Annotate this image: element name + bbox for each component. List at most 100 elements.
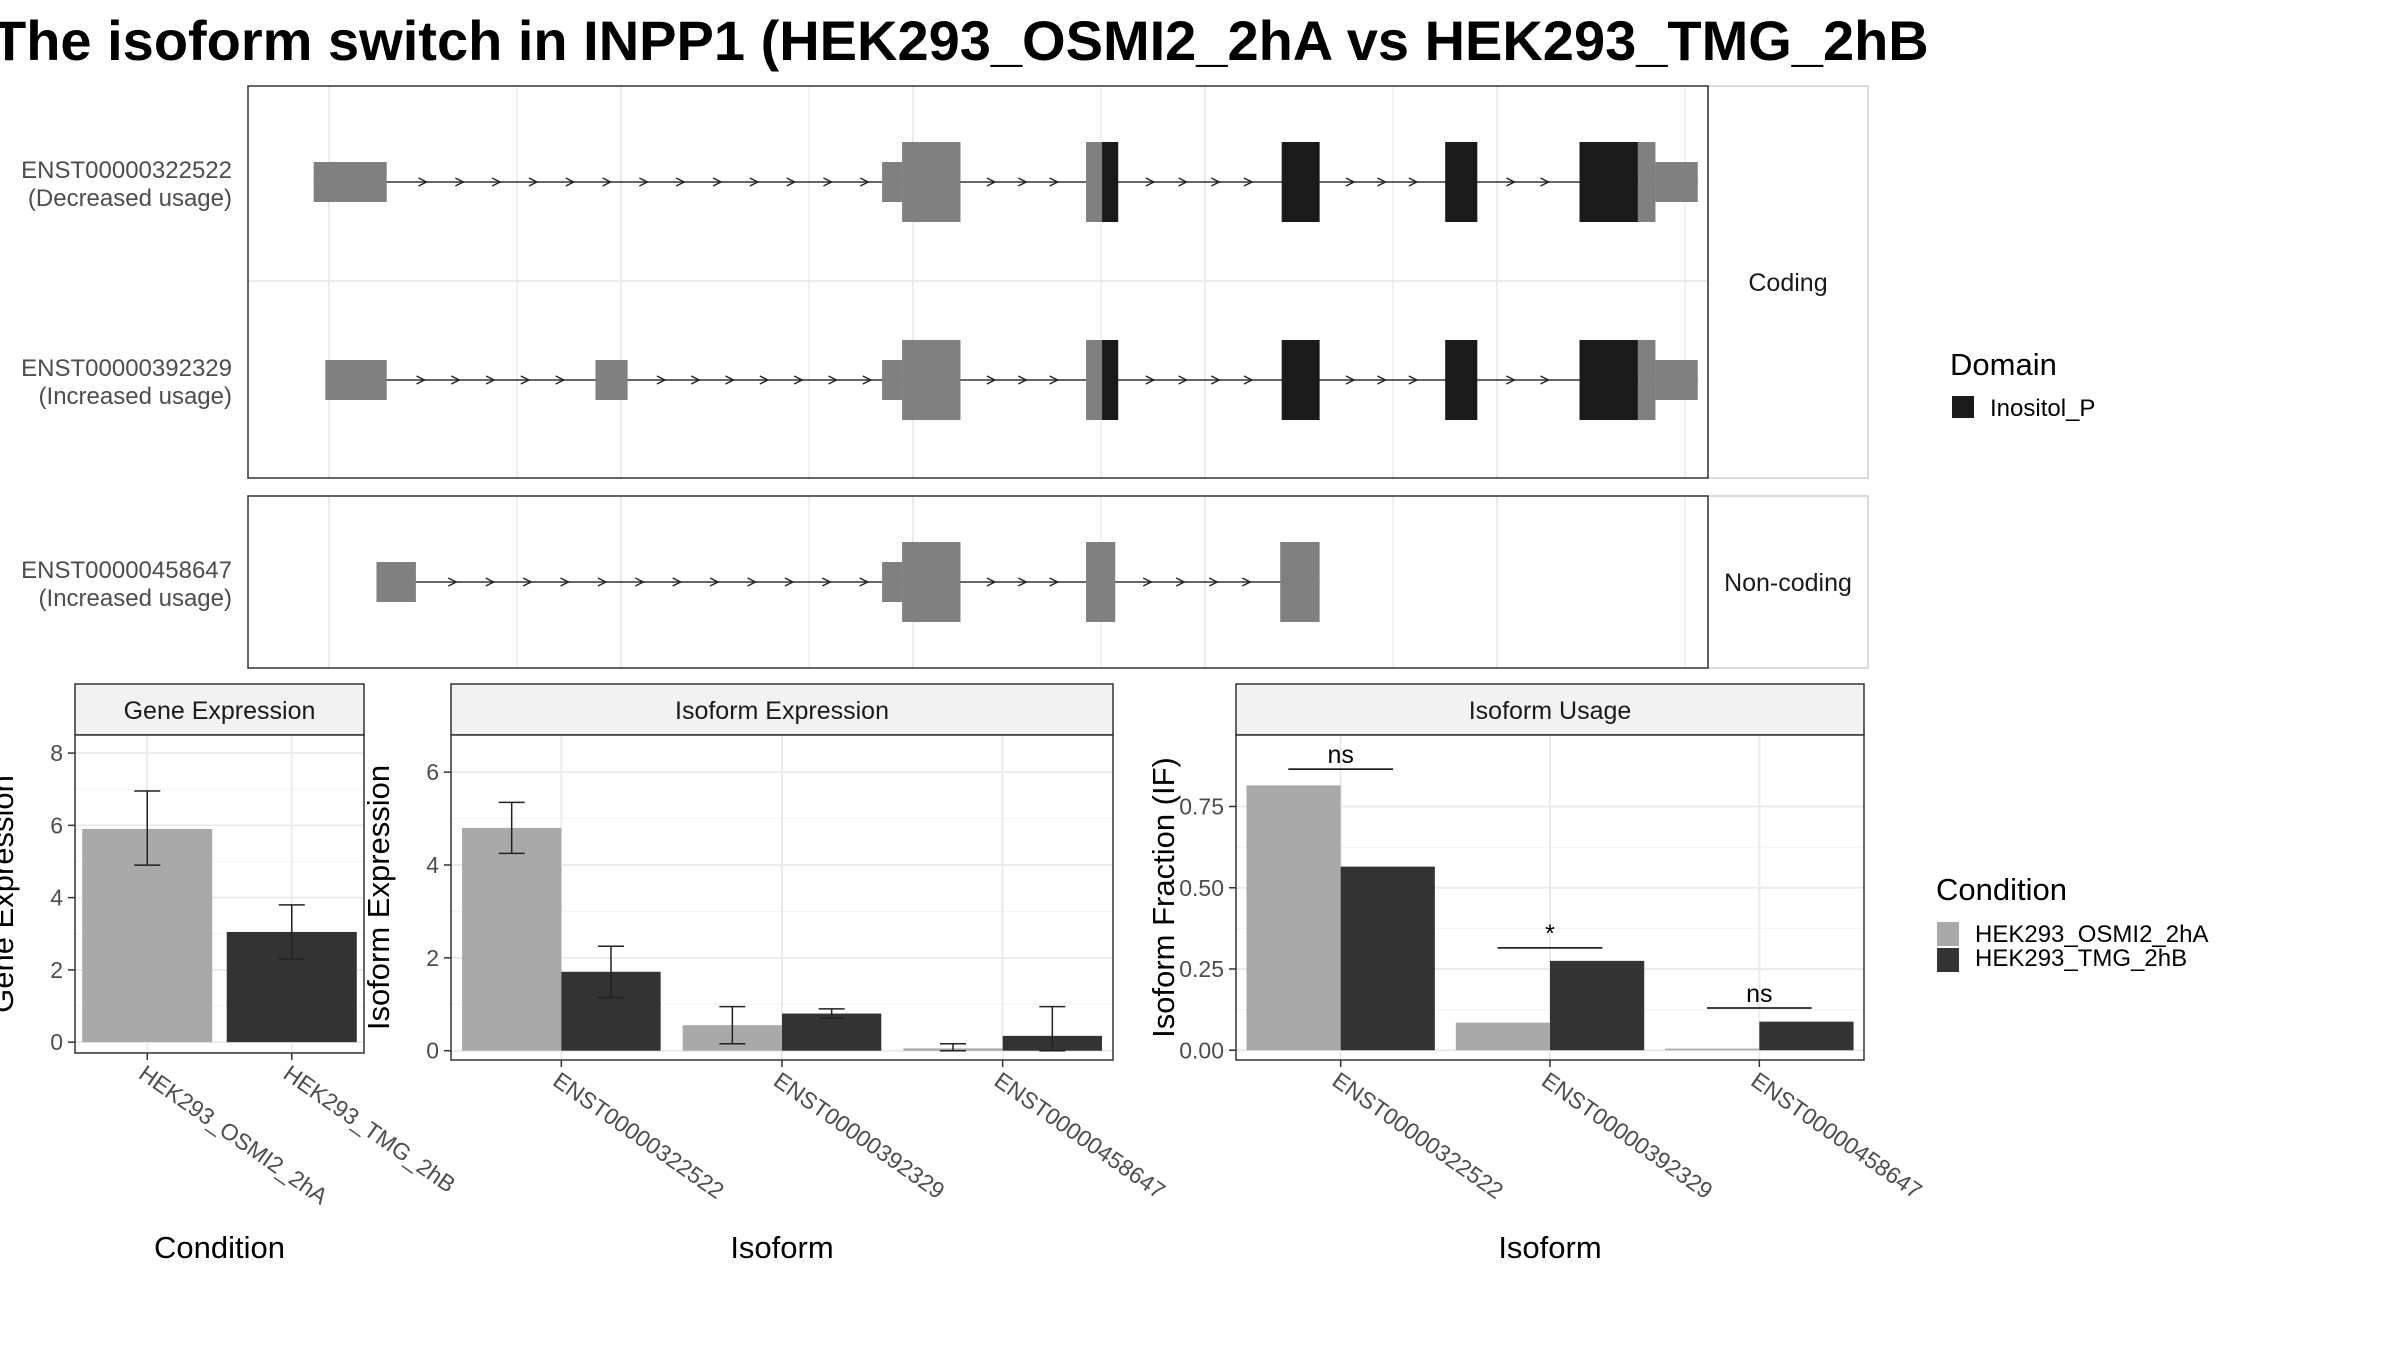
intron-arrow [749,177,760,187]
intron-arrow [528,177,539,187]
exon [1280,542,1320,622]
transcript-id-label: ENST00000322522 [21,157,232,184]
y-tick-label: 2 [50,957,63,983]
condition-legend-swatch [1937,922,1959,946]
intron-arrow [1540,375,1551,385]
intron-arrow [1178,177,1189,187]
transcript-id-label: ENST00000392329 [21,355,232,382]
intron-arrow [725,375,736,385]
intron-arrow [828,375,839,385]
intron-arrow [1142,577,1153,587]
x-tick-label: ENST00000458647 [1746,1067,1926,1204]
y-tick-label: 0.25 [1179,956,1224,982]
domain-legend-title: Domain [1950,347,2057,382]
intron-arrow [1540,177,1551,187]
exon [1655,162,1698,202]
plot-border [450,734,1114,1061]
exon [1086,542,1116,622]
intron-arrow [1506,375,1516,385]
domain-segment [1102,142,1119,222]
intron-arrow [821,577,832,587]
exon [1281,340,1320,420]
intron-arrow [602,177,613,187]
y-tick-label: 6 [426,759,439,785]
x-axis-title: Isoform [1498,1230,1601,1265]
intron-arrow [1377,177,1387,187]
intron-arrow [986,375,997,385]
transcript-id-label: ENST00000458647 [21,557,232,584]
exon [325,360,387,400]
facet-strip-label: Non-coding [1724,569,1852,597]
intron-arrow [565,177,576,187]
exon [902,340,961,420]
intron-arrow [555,375,566,385]
y-axis-title: Gene Expression [0,775,20,1013]
condition-legend-label: HEK293_OSMI2_2hA [1975,921,2208,948]
structure-panel-border [247,495,1709,669]
intron-arrow [634,577,645,587]
condition-legend-title: Condition [1936,872,2067,907]
x-tick-label: ENST00000392329 [769,1067,949,1204]
intron-arrow [1208,577,1219,587]
y-tick-label: 0.00 [1179,1037,1224,1063]
intron-arrow [1345,375,1356,385]
intron-arrow [1017,177,1028,187]
bar [1455,1022,1550,1051]
panel-strip-label: Isoform Expression [675,697,889,725]
intron-arrow [639,177,649,187]
intron-arrow [1175,577,1186,587]
intron-arrow [1145,375,1156,385]
transcript-usage-label: (Decreased usage) [28,185,232,212]
domain-legend-label: Inositol_P [1990,395,2095,422]
exon-utr-part [882,360,903,400]
exon [1637,142,1656,222]
isoform-usage-panel: Isoform Usage 0.00 0.25 0.50 0.75 ENST0000032… [1146,683,1927,1265]
exon [376,562,416,602]
facet-strip [1707,495,1869,669]
intron-arrow [1178,375,1189,385]
y-tick-label: 0 [426,1038,439,1064]
intron-arrow [597,577,608,587]
intron-arrow [520,375,531,385]
exon [1579,340,1638,420]
intron-arrow [491,177,502,187]
transcript-usage-label: (Increased usage) [39,585,232,612]
intron-arrow [656,375,667,385]
domain-segment [1102,340,1119,420]
y-tick-label: 4 [426,852,439,878]
exon [313,162,387,202]
intron-arrow [1506,177,1516,187]
intron-arrow [859,177,870,187]
x-tick-label: ENST00000322522 [548,1067,728,1204]
plot-border [1235,734,1865,1061]
intron-arrow [522,577,533,587]
intron-arrow [1243,375,1254,385]
y-tick-label: 2 [426,945,439,971]
x-tick-label: ENST00000392329 [1537,1067,1717,1204]
x-tick-label: ENST00000458647 [990,1067,1170,1204]
intron-arrow [418,177,429,187]
intron-arrow [709,577,720,587]
intron-arrow [859,577,870,587]
bar [462,827,562,1051]
exon [1637,340,1656,420]
y-tick-label: 4 [50,885,63,911]
structure-panel-border [247,85,1709,479]
intron-arrow [747,577,758,587]
bar [1246,785,1341,1051]
intron-arrow [1408,177,1419,187]
y-tick-label: 0 [50,1029,63,1055]
intron-arrow [1049,577,1060,587]
bar [1550,960,1645,1051]
intron-arrow [675,177,686,187]
intron-arrow [786,177,797,187]
intron-arrow [416,375,427,385]
transcript-usage-label: (Increased usage) [39,383,232,410]
bar [1340,866,1435,1051]
facet-strip [1707,85,1869,479]
intron-arrow [1017,577,1028,587]
significance-label: ns [1327,741,1353,769]
intron-arrow [1017,375,1028,385]
intron-arrow [823,177,834,187]
